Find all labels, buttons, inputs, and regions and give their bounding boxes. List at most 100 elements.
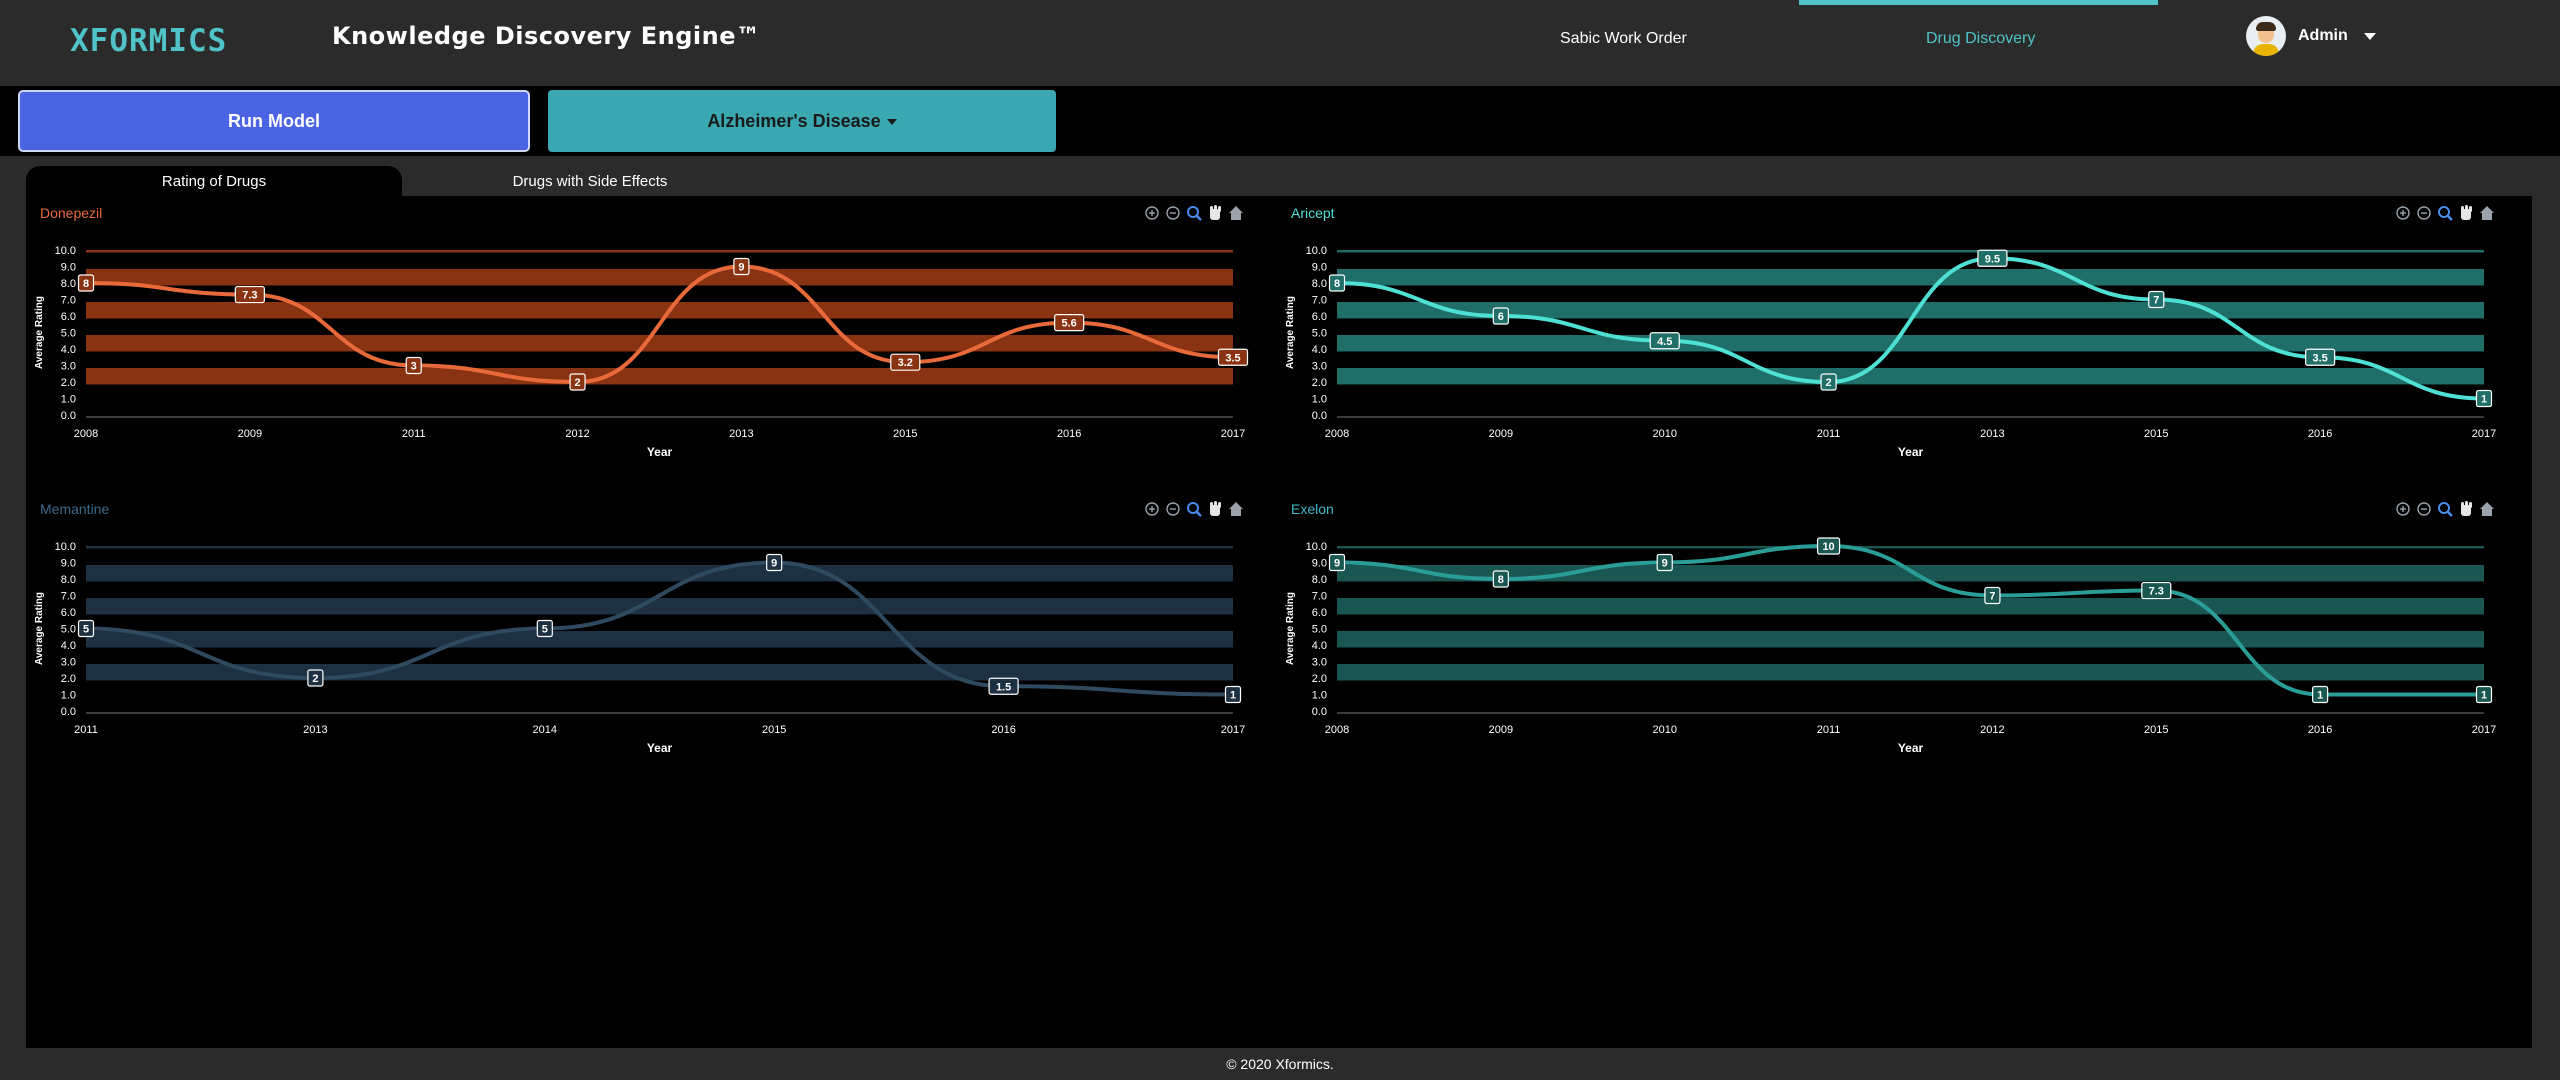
- svg-text:6: 6: [1498, 311, 1504, 323]
- data-label: 5.6: [1054, 313, 1085, 332]
- home-icon[interactable]: [1229, 206, 1243, 220]
- x-tick-label: 2015: [762, 724, 786, 736]
- user-menu[interactable]: Admin: [2246, 16, 2376, 56]
- nav-drug-discovery[interactable]: Drug Discovery: [1926, 30, 2036, 47]
- x-tick-label: 2014: [533, 724, 557, 736]
- y-tick-label: 3.0: [61, 361, 76, 373]
- data-label: 2: [1820, 373, 1837, 391]
- x-tick-label: 2016: [1057, 428, 1081, 440]
- y-tick-label: 6.0: [61, 607, 76, 619]
- tab-drugs-with-side-effects[interactable]: Drugs with Side Effects: [512, 172, 668, 190]
- y-tick-label: 9.0: [61, 262, 76, 274]
- chart-title: Exelon: [1291, 501, 1334, 517]
- chart-donepezil: Donepezil 0.0 1.0 2.0 3.0 4.0 5.0 6.0 7.0 8.0 9.0 1…: [34, 205, 1249, 459]
- data-label: 8: [1328, 274, 1346, 292]
- svg-text:9: 9: [771, 558, 777, 570]
- zoom-in-icon[interactable]: [1145, 502, 1159, 516]
- x-tick-label: 2013: [729, 428, 753, 440]
- y-axis-title: Average Rating: [34, 592, 45, 665]
- disease-dropdown[interactable]: Alzheimer's Disease: [548, 90, 1056, 152]
- pan-icon[interactable]: [1210, 501, 1221, 516]
- data-label: 3.5: [1217, 348, 1249, 366]
- run-model-button[interactable]: Run Model: [18, 90, 530, 152]
- y-tick-label: 4.0: [1312, 344, 1327, 356]
- y-tick-label: 6.0: [1312, 311, 1327, 323]
- grid-band: [1337, 250, 2484, 253]
- svg-text:10: 10: [1822, 541, 1834, 553]
- y-tick-label: 0.0: [61, 706, 76, 718]
- tab-rating-of-drugs[interactable]: Rating of Drugs: [26, 166, 402, 196]
- x-tick-label: 2017: [2472, 428, 2496, 440]
- svg-text:7.3: 7.3: [2149, 586, 2164, 598]
- chart-title: Aricept: [1291, 205, 1335, 221]
- y-tick-label: 6.0: [61, 311, 76, 323]
- zoom-out-icon[interactable]: [1166, 502, 1180, 516]
- zoom-in-icon[interactable]: [2396, 206, 2410, 220]
- logo-text: XFORMICS: [70, 23, 228, 59]
- zoom-out-icon[interactable]: [2417, 502, 2431, 516]
- pan-icon[interactable]: [1210, 205, 1221, 220]
- grid-band: [1337, 564, 2484, 582]
- series-line: [84, 264, 1235, 385]
- x-tick-label: 2009: [238, 428, 262, 440]
- selection-zoom-icon[interactable]: [1187, 206, 1202, 221]
- chart-title: Memantine: [40, 501, 109, 517]
- grid-band: [1337, 597, 2484, 615]
- y-tick-label: 7.0: [1312, 295, 1327, 307]
- y-tick-label: 3.0: [1312, 657, 1327, 669]
- nav-sabic-work-order[interactable]: Sabic Work Order: [1560, 30, 1687, 47]
- charts-panel: Donepezil 0.0 1.0 2.0 3.0 4.0 5.0 6.0 7.0 8.0 9.0 1…: [26, 196, 2532, 1048]
- y-tick-label: 2.0: [1312, 377, 1327, 389]
- pan-icon[interactable]: [2461, 501, 2472, 516]
- y-tick-label: 5.0: [61, 624, 76, 636]
- y-tick-label: 4.0: [1312, 640, 1327, 652]
- svg-text:1: 1: [2481, 690, 2487, 702]
- selection-zoom-icon[interactable]: [2438, 502, 2453, 517]
- grid-band: [86, 301, 1233, 319]
- svg-text:8: 8: [1498, 574, 1504, 586]
- grid-band: [86, 630, 1233, 648]
- grid-band: [86, 564, 1233, 582]
- selection-zoom-icon[interactable]: [1187, 502, 1202, 517]
- x-tick-label: 2017: [1221, 428, 1245, 440]
- home-icon[interactable]: [2480, 206, 2494, 220]
- x-tick-label: 2015: [893, 428, 917, 440]
- zoom-out-icon[interactable]: [2417, 206, 2431, 220]
- y-tick-label: 10.0: [55, 245, 76, 257]
- home-icon[interactable]: [1229, 502, 1243, 516]
- svg-text:9: 9: [1334, 558, 1340, 570]
- run-model-label: Run Model: [228, 110, 320, 131]
- svg-text:5.6: 5.6: [1061, 318, 1076, 330]
- y-tick-label: 5.0: [1312, 328, 1327, 340]
- y-tick-label: 1.0: [61, 394, 76, 406]
- home-icon[interactable]: [2480, 502, 2494, 516]
- charts-canvas: Donepezil 0.0 1.0 2.0 3.0 4.0 5.0 6.0 7.0 8.0 9.0 1…: [34, 205, 2496, 755]
- grid-band: [86, 268, 1233, 286]
- x-tick-label: 2011: [402, 428, 426, 440]
- zoom-in-icon[interactable]: [2396, 502, 2410, 516]
- grid-band: [86, 334, 1233, 352]
- zoom-in-icon[interactable]: [1145, 206, 1159, 220]
- y-tick-label: 1.0: [1312, 394, 1327, 406]
- app-title: Knowledge Discovery Engine™: [332, 22, 761, 50]
- data-label: 1: [1224, 685, 1242, 704]
- x-tick-label: 2008: [1325, 724, 1349, 736]
- pan-icon[interactable]: [2461, 205, 2472, 220]
- xformics-logo[interactable]: XFORMICS: [70, 20, 245, 62]
- data-label: 10: [1816, 537, 1841, 555]
- chart-title: Donepezil: [40, 205, 102, 221]
- data-label: 7: [2148, 290, 2165, 309]
- y-tick-label: 4.0: [61, 640, 76, 652]
- disease-dropdown-label: Alzheimer's Disease: [707, 110, 881, 131]
- y-tick-label: 4.0: [61, 344, 76, 356]
- data-label: 1.5: [988, 677, 1019, 695]
- selection-zoom-icon[interactable]: [2438, 206, 2453, 221]
- svg-text:5: 5: [542, 624, 548, 636]
- zoom-out-icon[interactable]: [1166, 206, 1180, 220]
- series-line: [1335, 256, 2486, 401]
- svg-text:7.3: 7.3: [242, 290, 257, 302]
- grid-band: [86, 250, 1233, 253]
- y-tick-label: 3.0: [61, 657, 76, 669]
- data-label: 9: [1656, 553, 1673, 572]
- data-label: 1: [2312, 685, 2329, 704]
